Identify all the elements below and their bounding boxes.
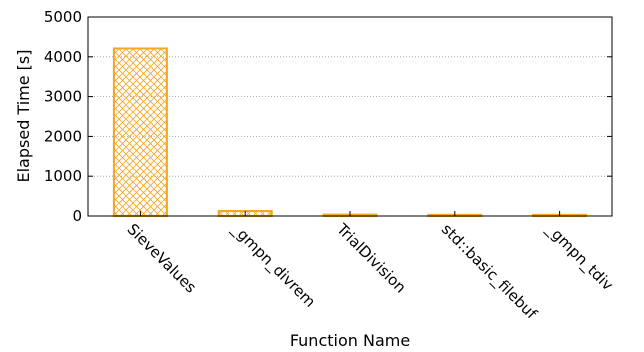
y-tick-label: 4000 — [44, 48, 82, 66]
x-tick-label: SieveValues — [124, 220, 201, 297]
y-axis-ticks: 0 1000 2000 3000 4000 5000 — [44, 8, 612, 225]
x-tick-label: TrialDivision — [332, 219, 409, 296]
x-tick-label: _gmpn_divrem — [227, 219, 319, 311]
gridlines — [88, 56, 612, 177]
bar-sievevalues — [112, 47, 168, 217]
y-axis-title: Elapsed Time [s] — [14, 50, 33, 183]
y-tick-label: 3000 — [44, 88, 82, 106]
y-tick-label: 1000 — [44, 167, 82, 185]
bars — [112, 47, 588, 217]
y-tick-label: 0 — [72, 207, 82, 225]
y-tick-label: 2000 — [44, 127, 82, 145]
x-axis-title: Function Name — [290, 331, 410, 350]
x-axis-ticks: SieveValues _gmpn_divrem TrialDivision std:… — [124, 211, 617, 324]
x-tick-label: std::basic_filebuf — [437, 220, 541, 324]
y-tick-label: 5000 — [44, 8, 82, 26]
x-tick-label: _gmpn_tdiv — [541, 219, 616, 294]
